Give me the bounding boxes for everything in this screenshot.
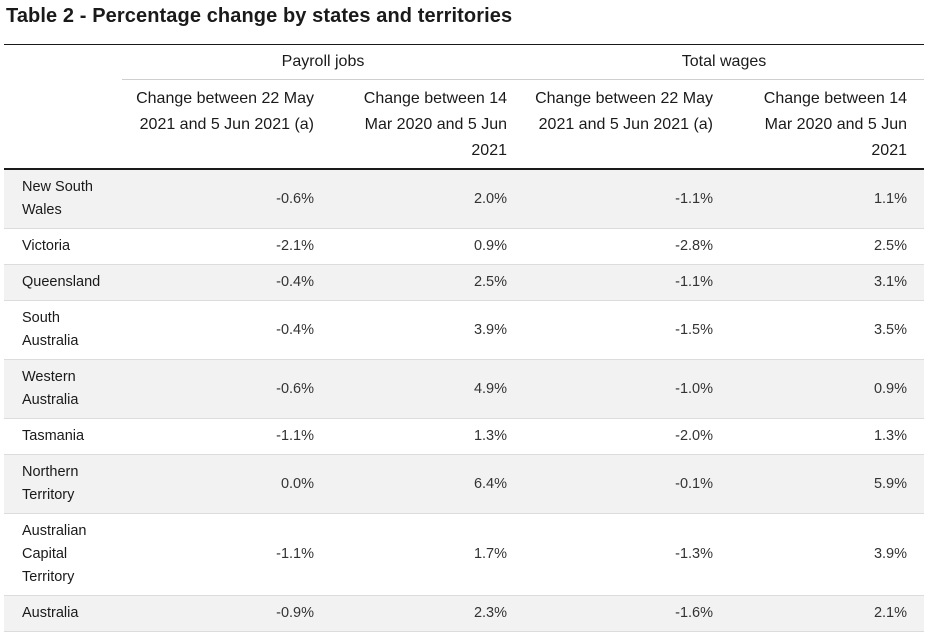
table-row: Victoria -2.1% 0.9% -2.8% 2.5% <box>4 228 924 265</box>
table-row: Australian Capital Territory -1.1% 1.7% -1.… <box>4 513 924 596</box>
value-cell: 0.9% <box>730 359 924 419</box>
table-row: Australia -0.9% 2.3% -1.6% 2.1% <box>4 595 924 632</box>
column-header: Change between 22 May 2021 and 5 Jun 202… <box>122 79 331 170</box>
value-cell: -1.5% <box>524 300 730 360</box>
value-cell: -0.4% <box>122 264 331 301</box>
value-cell: -0.9% <box>122 595 331 632</box>
value-cell: -0.1% <box>524 454 730 514</box>
table-row: Queensland -0.4% 2.5% -1.1% 3.1% <box>4 264 924 301</box>
state-name-cell: Tasmania <box>4 418 122 455</box>
value-cell: 0.0% <box>122 454 331 514</box>
value-cell: 6.4% <box>331 454 524 514</box>
value-cell: 1.7% <box>331 513 524 596</box>
value-cell: -0.4% <box>122 300 331 360</box>
table-body: New South Wales -0.6% 2.0% -1.1% 1.1% Victori… <box>4 169 924 632</box>
value-cell: -1.1% <box>122 513 331 596</box>
value-cell: 0.9% <box>331 228 524 265</box>
value-cell: 5.9% <box>730 454 924 514</box>
column-header: Change between 22 May 2021 and 5 Jun 202… <box>524 79 730 170</box>
value-cell: -2.8% <box>524 228 730 265</box>
value-cell: -1.1% <box>524 169 730 229</box>
table-row: Western Australia -0.6% 4.9% -1.0% 0.9% <box>4 359 924 419</box>
state-name-cell: Australia <box>4 595 122 632</box>
state-header-cell <box>4 79 122 170</box>
table-row: South Australia -0.4% 3.9% -1.5% 3.5% <box>4 300 924 360</box>
value-cell: -1.3% <box>524 513 730 596</box>
value-cell: -1.6% <box>524 595 730 632</box>
data-table: Payroll jobs Total wages Change between … <box>4 44 924 632</box>
value-cell: 1.3% <box>331 418 524 455</box>
value-cell: -0.6% <box>122 359 331 419</box>
state-name-cell: Western Australia <box>4 359 122 419</box>
value-cell: 1.1% <box>730 169 924 229</box>
column-header-row: Change between 22 May 2021 and 5 Jun 202… <box>4 79 924 170</box>
value-cell: 3.1% <box>730 264 924 301</box>
value-cell: -2.0% <box>524 418 730 455</box>
state-name-cell: Northern Territory <box>4 454 122 514</box>
value-cell: 2.5% <box>331 264 524 301</box>
value-cell: 3.9% <box>331 300 524 360</box>
value-cell: -2.1% <box>122 228 331 265</box>
column-header: Change between 14 Mar 2020 and 5 Jun 202… <box>730 79 924 170</box>
group-header-payroll-jobs: Payroll jobs <box>122 44 524 80</box>
state-name-cell: South Australia <box>4 300 122 360</box>
value-cell: -1.1% <box>122 418 331 455</box>
value-cell: 4.9% <box>331 359 524 419</box>
value-cell: 1.3% <box>730 418 924 455</box>
value-cell: 2.3% <box>331 595 524 632</box>
state-name-cell: Queensland <box>4 264 122 301</box>
table-row: Northern Territory 0.0% 6.4% -0.1% 5.9% <box>4 454 924 514</box>
table-row: New South Wales -0.6% 2.0% -1.1% 1.1% <box>4 169 924 229</box>
value-cell: 2.0% <box>331 169 524 229</box>
value-cell: 3.5% <box>730 300 924 360</box>
state-name-cell: New South Wales <box>4 169 122 229</box>
page: Table 2 - Percentage change by states an… <box>4 5 924 632</box>
value-cell: -0.6% <box>122 169 331 229</box>
value-cell: -1.0% <box>524 359 730 419</box>
column-header: Change between 14 Mar 2020 and 5 Jun 202… <box>331 79 524 170</box>
state-name-cell: Australian Capital Territory <box>4 513 122 596</box>
table-row: Tasmania -1.1% 1.3% -2.0% 1.3% <box>4 418 924 455</box>
value-cell: -1.1% <box>524 264 730 301</box>
group-header-row: Payroll jobs Total wages <box>4 44 924 80</box>
table-title: Table 2 - Percentage change by states an… <box>6 5 513 27</box>
blank-header-cell <box>4 44 122 80</box>
value-cell: 2.1% <box>730 595 924 632</box>
state-name-cell: Victoria <box>4 228 122 265</box>
value-cell: 2.5% <box>730 228 924 265</box>
value-cell: 3.9% <box>730 513 924 596</box>
group-header-total-wages: Total wages <box>524 44 924 80</box>
